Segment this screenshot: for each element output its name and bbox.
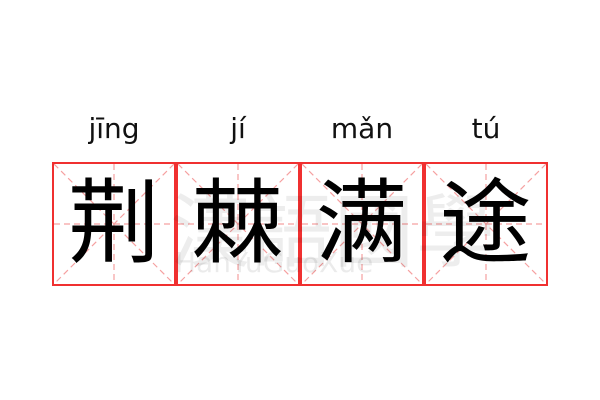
guide-lines	[425, 164, 546, 284]
pinyin-label: jí	[230, 112, 246, 145]
watermark-chars: 漢語國學	[170, 186, 498, 279]
hanzi-character: 荆	[67, 170, 160, 277]
watermark-latin: HanYuGuoXue	[175, 246, 374, 279]
guide-lines	[54, 164, 174, 284]
hanzi-character: 满	[315, 170, 408, 277]
tianzige-box: 荆	[52, 162, 176, 286]
pinyin-label: jīng	[88, 112, 140, 145]
tianzige-box: 棘	[175, 162, 300, 286]
idiom-cell: jīng 荆	[52, 95, 176, 286]
guide-lines	[177, 164, 298, 284]
hanzi-character: 棘	[191, 170, 284, 277]
idiom-cell: tú 途	[423, 95, 548, 286]
tianzige-box: 途	[423, 162, 548, 286]
idiom-cell: mǎn 满	[299, 95, 424, 286]
pinyin-label: tú	[471, 112, 501, 145]
idiom-cell: jí 棘	[175, 95, 300, 286]
hanzi-character: 途	[439, 170, 532, 277]
tianzige-box: 满	[299, 162, 424, 286]
pinyin-label: mǎn	[330, 112, 394, 145]
idiom-row: jīng 荆 jí 棘 mǎn 满 tú	[52, 95, 548, 286]
guide-lines	[301, 164, 422, 284]
